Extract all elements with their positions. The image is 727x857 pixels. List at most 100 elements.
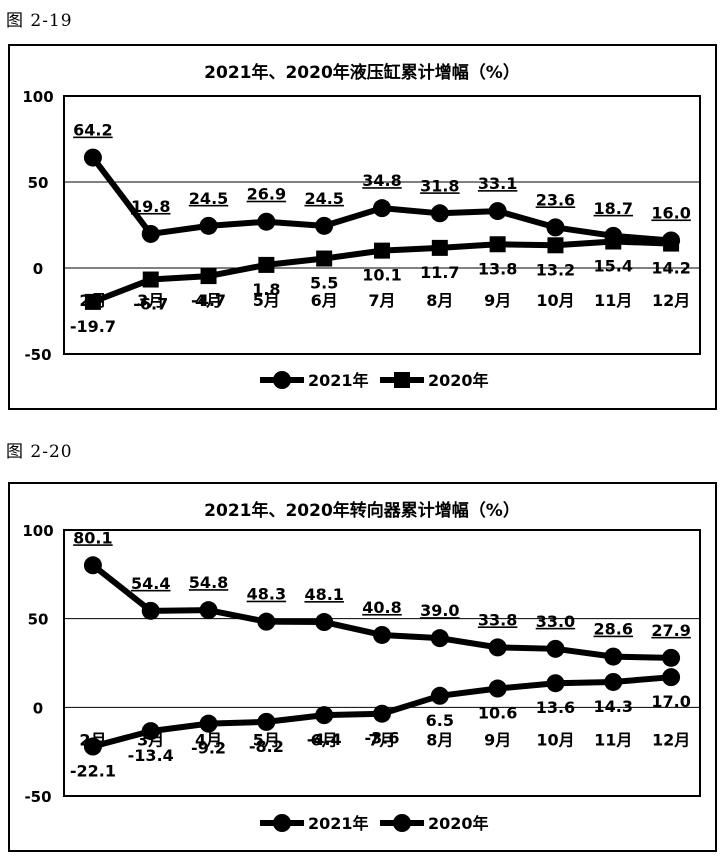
data-label: 27.9 xyxy=(651,621,690,640)
y-tick-label: 0 xyxy=(33,260,43,278)
chart-hydraulic-cylinder: 2021年、2020年液压缸累计增幅（%）100500-502月3月4月5月6月… xyxy=(8,44,717,410)
data-point xyxy=(373,625,391,644)
y-tick-label: 50 xyxy=(28,611,49,629)
legend-marker xyxy=(273,814,291,832)
data-point xyxy=(258,256,275,273)
x-tick-label: 4月 xyxy=(195,291,222,310)
data-point xyxy=(662,648,681,667)
data-label: 14.3 xyxy=(594,697,633,716)
x-tick-label: 6月 xyxy=(311,730,338,749)
data-label: -22.1 xyxy=(70,762,116,781)
data-label: 54.4 xyxy=(131,574,170,593)
data-label: 10.1 xyxy=(362,266,401,285)
y-tick-label: 0 xyxy=(33,699,43,717)
data-point xyxy=(142,271,159,288)
data-label: 17.0 xyxy=(651,692,690,711)
data-point xyxy=(663,235,680,252)
data-point xyxy=(199,714,218,733)
data-label: -4.4 xyxy=(307,730,342,749)
x-tick-label: 6月 xyxy=(311,291,338,310)
data-label: -6.7 xyxy=(133,295,168,314)
data-point xyxy=(257,612,276,631)
data-label: 31.8 xyxy=(420,176,459,195)
figure-label-1: 图 2-19 xyxy=(6,11,73,31)
data-label: 10.6 xyxy=(478,704,517,723)
data-point xyxy=(84,293,101,310)
data-label: 39.0 xyxy=(420,601,459,620)
data-point xyxy=(315,613,334,632)
y-tick-label: -50 xyxy=(24,788,51,806)
data-label: 24.5 xyxy=(189,189,228,208)
data-point xyxy=(257,212,276,231)
data-point xyxy=(662,668,681,687)
data-point xyxy=(605,233,622,250)
data-point xyxy=(488,679,507,698)
data-point xyxy=(199,216,218,235)
data-label: 13.8 xyxy=(478,259,517,278)
data-label: 19.8 xyxy=(131,197,170,216)
legend-label: 2020年 xyxy=(428,814,489,833)
data-point xyxy=(431,239,448,256)
chart-steering-gear: 2021年、2020年转向器累计增幅（%）100500-502月3月4月5月6月… xyxy=(8,482,717,852)
data-point xyxy=(547,237,564,254)
data-point xyxy=(141,601,160,620)
data-point xyxy=(315,216,334,235)
data-point xyxy=(546,218,565,237)
data-point xyxy=(257,712,276,731)
legend-label: 2020年 xyxy=(428,371,489,390)
data-point xyxy=(604,647,623,666)
chart-svg-2: 2021年、2020年转向器累计增幅（%）100500-502月3月4月5月6月… xyxy=(22,500,701,833)
data-point xyxy=(141,722,160,741)
legend-label: 2021年 xyxy=(308,814,369,833)
y-tick-label: 100 xyxy=(22,88,53,106)
data-label: 33.0 xyxy=(536,612,575,631)
x-tick-label: 9月 xyxy=(484,730,511,749)
data-label: 34.8 xyxy=(362,171,401,190)
data-label: 11.7 xyxy=(420,263,459,282)
legend-marker xyxy=(393,814,411,832)
chart-title: 2021年、2020年转向器累计增幅（%） xyxy=(204,500,520,521)
data-label: -3.6 xyxy=(365,729,400,748)
data-label: 5.5 xyxy=(310,274,338,293)
x-tick-label: 10月 xyxy=(536,730,574,749)
data-label: 13.2 xyxy=(536,260,575,279)
data-label: 1.8 xyxy=(252,280,280,299)
data-point xyxy=(488,638,507,657)
data-label: 64.2 xyxy=(73,121,112,140)
data-label: 28.6 xyxy=(594,620,633,639)
x-tick-label: 12月 xyxy=(652,730,690,749)
data-point xyxy=(141,224,160,243)
data-label: 48.1 xyxy=(304,585,343,604)
data-label: 23.6 xyxy=(536,190,575,209)
data-label: 6.5 xyxy=(426,711,454,730)
x-tick-label: 7月 xyxy=(368,291,395,310)
data-label: 33.8 xyxy=(478,610,517,629)
x-tick-label: 11月 xyxy=(594,291,632,310)
data-label: 40.8 xyxy=(362,598,401,617)
plot-area xyxy=(63,95,701,355)
chart-svg-1: 2021年、2020年液压缸累计增幅（%）100500-502月3月4月5月6月… xyxy=(22,62,701,390)
data-point xyxy=(546,674,565,693)
y-tick-label: 50 xyxy=(28,174,49,192)
data-point xyxy=(199,601,218,620)
data-label: 54.8 xyxy=(189,573,228,592)
data-label: -19.7 xyxy=(70,317,116,336)
x-tick-label: 12月 xyxy=(652,291,690,310)
x-tick-label: 9月 xyxy=(484,291,511,310)
data-label: 24.5 xyxy=(304,189,343,208)
data-point xyxy=(430,204,449,223)
data-label: -4.7 xyxy=(191,291,226,310)
x-tick-label: 10月 xyxy=(536,291,574,310)
data-point xyxy=(488,202,507,221)
data-point xyxy=(430,629,449,648)
legend-marker xyxy=(394,372,410,388)
figure-label-2: 图 2-20 xyxy=(6,442,73,462)
data-label: -8.2 xyxy=(249,737,284,756)
data-label: 14.2 xyxy=(651,259,690,278)
plot-area xyxy=(63,529,701,797)
data-point xyxy=(83,556,102,575)
data-point xyxy=(83,737,102,756)
data-label: 13.6 xyxy=(536,698,575,717)
data-point xyxy=(373,199,391,218)
x-tick-label: 4月 xyxy=(195,730,222,749)
